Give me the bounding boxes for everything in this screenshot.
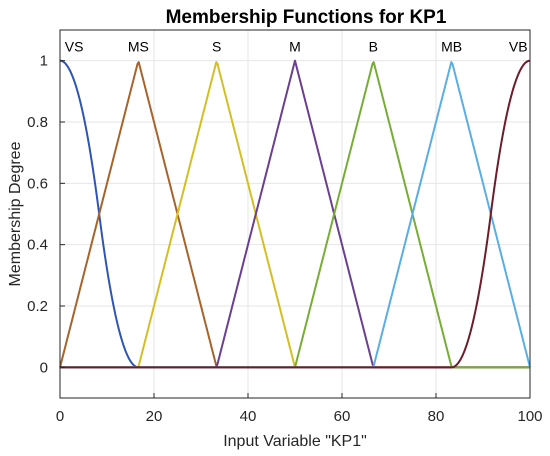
x-tick-label: 80	[428, 408, 445, 425]
series-ms-line	[59, 61, 530, 369]
x-tick-label: 40	[240, 408, 257, 425]
series-mb-label: MB	[441, 39, 462, 55]
series-vs-line	[59, 59, 530, 369]
x-tick-label: 20	[146, 408, 163, 425]
series-ms-label: MS	[128, 39, 149, 55]
plot-area	[59, 29, 531, 399]
y-tick-label: 0.8	[27, 114, 48, 131]
x-axis-label: Input Variable "KP1"	[223, 433, 367, 450]
chart-title: Membership Functions for KP1	[166, 7, 447, 28]
series-label-group: VS MS S M B MB VB	[65, 39, 528, 55]
series-b-line	[60, 61, 530, 369]
y-tick-label: 0.2	[27, 298, 48, 315]
series-group	[59, 59, 531, 369]
y-tick-label: 1	[40, 53, 48, 70]
grid	[59, 30, 531, 398]
y-tick-label: 0.6	[27, 175, 48, 192]
y-axis-label: Membership Degree	[7, 141, 24, 286]
series-vb-line	[60, 59, 531, 369]
x-tick-label: 100	[517, 408, 542, 425]
x-tick-label: 60	[334, 408, 351, 425]
series-mb-line	[60, 61, 531, 369]
series-vs-label: VS	[65, 39, 84, 55]
series-b-label: B	[369, 39, 378, 55]
y-tick-label: 0.4	[27, 237, 48, 254]
series-s-label: S	[212, 39, 221, 55]
x-tick-label: 0	[56, 408, 64, 425]
series-vb-label: VB	[509, 39, 528, 55]
series-m-label: M	[289, 39, 301, 55]
y-tick-label: 0	[40, 359, 48, 376]
series-m-line	[60, 59, 530, 369]
series-s-line	[60, 61, 530, 369]
axis-ticks: 0 20 40 60 80 100 0 0.2 0.4 0.6 0.8 1	[27, 53, 542, 425]
